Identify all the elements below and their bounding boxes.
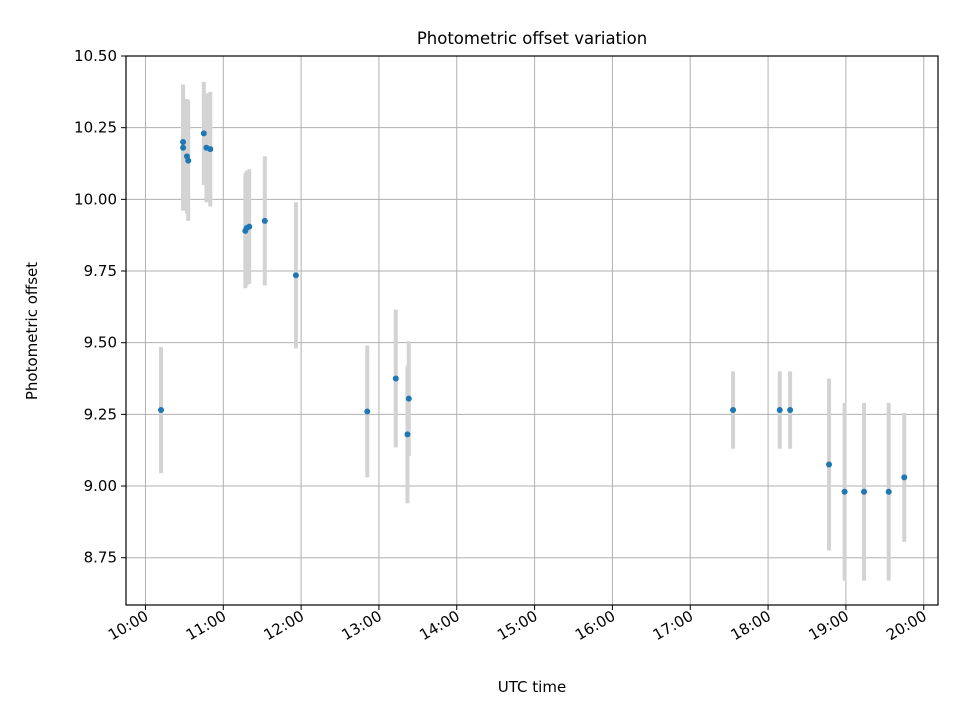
data-point <box>292 272 299 279</box>
y-axis-label: Photometric offset <box>23 262 41 400</box>
data-point <box>200 130 207 137</box>
data-point <box>826 461 833 468</box>
data-point <box>901 474 908 481</box>
y-tick-label: 9.75 <box>84 262 117 280</box>
data-point <box>405 395 412 402</box>
data-point <box>158 407 165 414</box>
data-point <box>392 375 399 382</box>
data-point <box>404 431 411 438</box>
y-tick-label: 9.25 <box>84 405 117 423</box>
y-tick-label: 9.00 <box>84 477 117 495</box>
data-point <box>787 407 794 414</box>
x-axis-label: UTC time <box>498 678 566 696</box>
data-point <box>180 139 187 146</box>
y-axis: 8.75 9.00 9.25 9.50 9.75 10.00 10.25 10.50 <box>74 47 126 567</box>
data-point <box>861 488 868 495</box>
data-point <box>207 146 214 153</box>
data-point <box>885 488 892 495</box>
data-point <box>185 157 192 164</box>
y-tick-label: 10.00 <box>74 190 117 208</box>
plot-frame <box>125 55 939 606</box>
data-point <box>776 407 783 414</box>
chart-title: Photometric offset variation <box>417 29 647 48</box>
data-point <box>261 217 268 224</box>
y-tick-label: 10.25 <box>74 119 117 137</box>
data-point <box>730 407 737 414</box>
data-point <box>246 223 253 230</box>
data-point <box>180 144 187 151</box>
data-points <box>158 130 908 495</box>
data-point <box>841 488 848 495</box>
data-point <box>364 408 371 415</box>
y-tick-label: 8.75 <box>84 549 117 567</box>
y-tick-label: 9.50 <box>84 334 117 352</box>
y-tick-label: 10.50 <box>74 47 117 65</box>
